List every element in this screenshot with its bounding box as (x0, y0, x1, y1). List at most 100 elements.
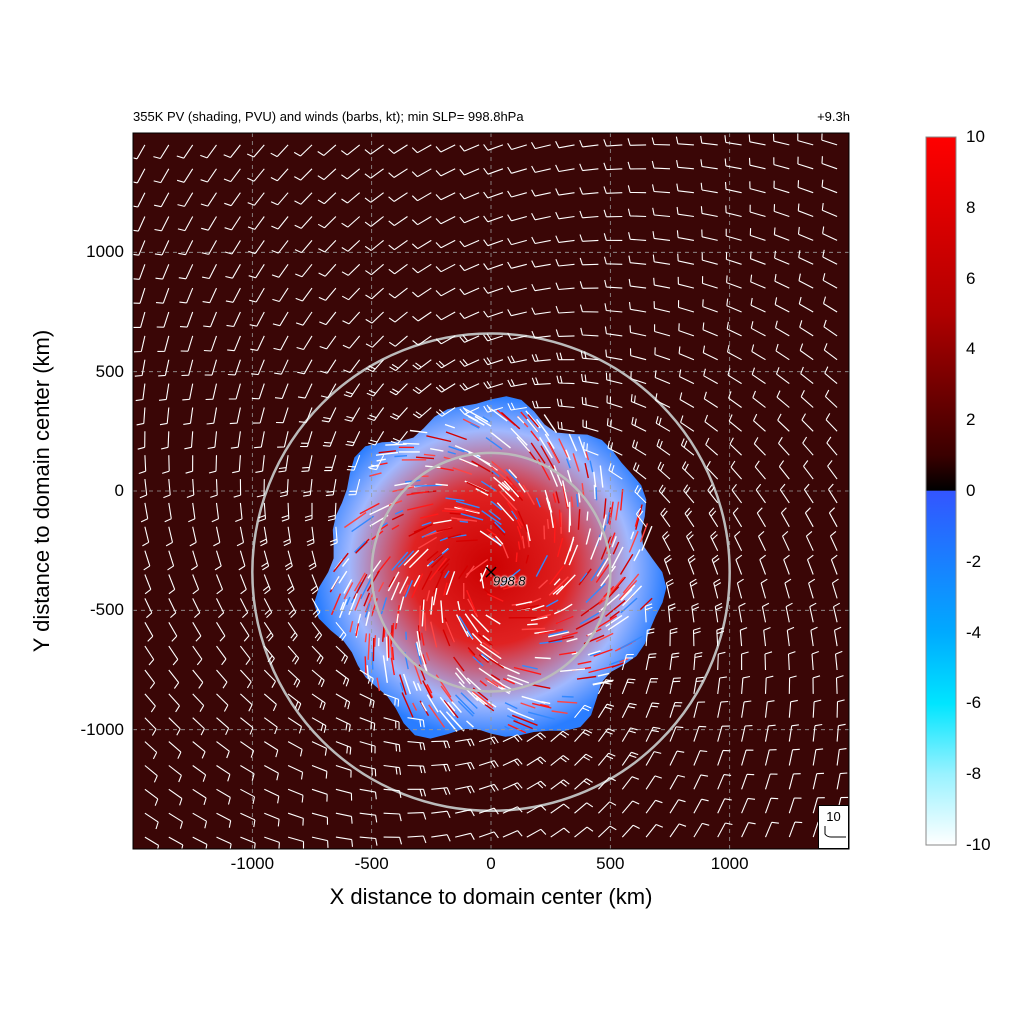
wind-barb (383, 741, 401, 752)
wind-barb (318, 240, 337, 253)
pv-streak (561, 695, 574, 698)
wind-barb (634, 485, 647, 504)
wind-barb (555, 235, 575, 243)
wind-barb (774, 297, 790, 313)
wind-barb (788, 773, 801, 790)
pv-streak (404, 580, 414, 598)
wind-barb (155, 264, 170, 280)
wind-barb (628, 232, 647, 241)
wind-barb (706, 460, 719, 480)
pv-streak (460, 692, 478, 710)
pv-streak (639, 597, 653, 611)
pv-streak (487, 593, 504, 602)
wind-barb (411, 192, 432, 202)
pv-streak (548, 630, 568, 636)
wind-barb (216, 669, 228, 689)
wind-barb (411, 216, 432, 226)
wind-barb (359, 788, 377, 800)
wind-barb (831, 578, 839, 599)
wind-barb (168, 836, 184, 849)
wind-barb (459, 359, 480, 367)
wind-barb (603, 256, 623, 265)
wind-barb (730, 460, 743, 480)
pv-streak (538, 579, 549, 589)
wind-barb (368, 431, 385, 446)
pv-streak (479, 680, 487, 687)
pv-streak (467, 598, 479, 618)
wind-barb (727, 368, 742, 385)
wind-barb (478, 783, 499, 792)
pv-streak (545, 599, 559, 608)
pv-streak (505, 468, 520, 484)
wind-barb (635, 507, 647, 528)
wind-barb (144, 788, 159, 806)
wind-barb (701, 252, 718, 265)
pv-streak (368, 464, 380, 469)
pv-streak (442, 510, 468, 513)
pv-streak (423, 453, 436, 457)
pv-streak (353, 572, 366, 592)
colorbar-tick-label: -6 (966, 693, 982, 713)
wind-barb (826, 436, 838, 456)
wind-barb (603, 209, 623, 218)
wind-barb (287, 788, 304, 803)
wind-barb (287, 598, 297, 618)
pv-streak (403, 549, 420, 566)
wind-barb (507, 190, 527, 198)
wind-barb (274, 383, 289, 400)
wind-barb (734, 530, 743, 551)
wind-barb (557, 421, 575, 432)
pv-streak (458, 615, 474, 639)
pv-streak (562, 603, 573, 611)
pv-streak (464, 413, 479, 422)
wind-barb (502, 782, 523, 791)
wind-barb (483, 310, 504, 318)
wind-barb (717, 749, 731, 766)
pv-streak (409, 429, 428, 434)
wind-barb (435, 216, 456, 225)
wind-barb (435, 287, 456, 297)
pv-streak (490, 500, 503, 511)
wind-barb (773, 204, 790, 218)
wind-barb (216, 788, 231, 805)
wind-barb (254, 431, 265, 449)
y-tick-label: -500 (89, 600, 124, 620)
wind-barb (459, 192, 480, 200)
wind-barb (784, 578, 792, 599)
wind-barb (822, 296, 838, 313)
wind-barb (192, 717, 205, 736)
wind-barb (364, 144, 384, 155)
wind-barb (200, 168, 217, 183)
wind-barb (803, 483, 814, 504)
pv-streak (499, 490, 518, 511)
wind-barb (261, 550, 270, 571)
wind-barb (669, 726, 684, 742)
wind-barb (162, 455, 170, 474)
wind-barb (805, 530, 814, 551)
pv-streak (425, 652, 430, 661)
wind-barb (550, 730, 570, 743)
wind-barb (785, 602, 793, 623)
wind-barb (157, 335, 170, 352)
wind-barb (788, 748, 800, 766)
wind-barb (788, 724, 799, 742)
wind-barb (483, 191, 504, 199)
wind-barb (603, 162, 623, 171)
pv-streak (516, 416, 525, 424)
wind-barb (365, 335, 384, 348)
wind-barb (240, 765, 255, 781)
wind-barb (797, 133, 814, 146)
wind-barb (144, 741, 158, 760)
pv-streak (568, 544, 579, 566)
wind-barb (502, 734, 523, 743)
wind-barb (203, 311, 218, 328)
wind-barb (726, 298, 742, 313)
wind-barb (483, 144, 504, 151)
wind-barb (248, 264, 265, 279)
wind-barb (319, 311, 337, 326)
pv-streak (443, 582, 448, 596)
pv-streak (620, 489, 624, 511)
pv-streak (481, 654, 490, 662)
pv-streak (521, 627, 546, 631)
pv-streak (618, 579, 638, 601)
